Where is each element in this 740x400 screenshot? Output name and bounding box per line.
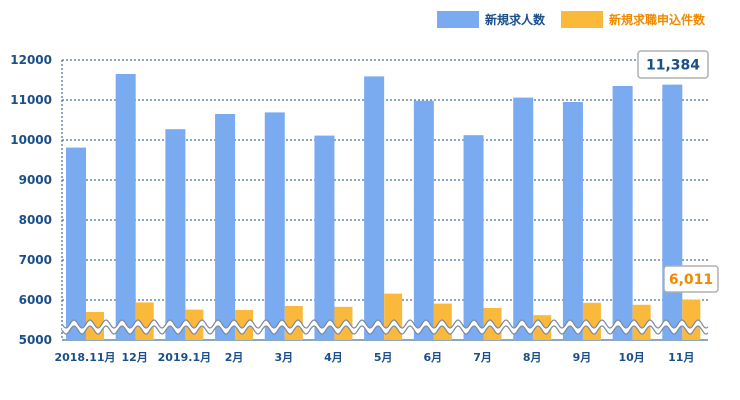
bar-new-job-openings bbox=[165, 129, 186, 340]
x-tick-label: 4月 bbox=[324, 351, 343, 364]
callout-value: 11,384 bbox=[646, 58, 700, 74]
x-tick-label: 12月 bbox=[122, 351, 148, 364]
y-tick-label: 12000 bbox=[10, 53, 52, 67]
y-tick-label: 6000 bbox=[19, 293, 52, 307]
bar-new-job-openings bbox=[612, 86, 633, 340]
y-tick-label: 9000 bbox=[19, 173, 52, 187]
y-tick-label: 7000 bbox=[19, 253, 52, 267]
x-tick-label: 8月 bbox=[523, 351, 542, 364]
x-tick-label: 6月 bbox=[424, 351, 443, 364]
x-tick-label: 2019.1月 bbox=[158, 351, 211, 364]
y-axis-labels: 5000 6000 7000 8000 9000 10000 11000 12000 bbox=[10, 53, 52, 347]
x-axis-labels: 2018.11月 12月 2019.1月 2月 3月 4月 5月 6月 7月 8月 9月 10月 11月 bbox=[54, 351, 694, 364]
callout-box bbox=[637, 50, 709, 79]
bar-new-job-openings bbox=[215, 114, 236, 340]
legend-swatch bbox=[561, 11, 603, 28]
callout-value: 6,011 bbox=[669, 272, 713, 288]
x-tick-label: 2018.11月 bbox=[54, 351, 115, 364]
bar-new-job-openings bbox=[662, 84, 683, 340]
break-line-top bbox=[61, 319, 709, 329]
bars bbox=[66, 74, 701, 341]
y-tick-label: 11000 bbox=[10, 93, 52, 107]
bar-new-job-openings bbox=[513, 97, 534, 340]
x-tick-label: 5月 bbox=[374, 351, 393, 364]
bar-new-job-openings bbox=[463, 135, 484, 340]
bar-new-job-openings bbox=[115, 74, 136, 340]
axis-break bbox=[61, 319, 709, 335]
bar-new-job-openings bbox=[314, 135, 335, 340]
callout-box bbox=[663, 265, 719, 293]
x-tick-label: 10月 bbox=[618, 351, 644, 364]
legend-label: 新規求人数 bbox=[485, 12, 546, 27]
x-tick-label: 9月 bbox=[573, 351, 592, 364]
bar-new-job-openings bbox=[66, 147, 86, 340]
bar-new-applications bbox=[185, 309, 204, 340]
legend: 新規求人数 新規求職申込件数 bbox=[437, 11, 706, 28]
x-tick-label: 3月 bbox=[274, 351, 293, 364]
x-tick-label: 7月 bbox=[473, 351, 492, 364]
x-tick-label: 11月 bbox=[668, 351, 694, 364]
bar-new-job-openings bbox=[562, 102, 583, 340]
y-tick-label: 8000 bbox=[19, 213, 52, 227]
y-tick-label: 10000 bbox=[10, 133, 52, 147]
bar-new-job-openings bbox=[264, 112, 285, 341]
bar-new-job-openings bbox=[413, 100, 434, 340]
bar-new-job-openings bbox=[364, 76, 385, 341]
value-callouts: 11,384 6,011 bbox=[637, 50, 719, 293]
legend-label: 新規求職申込件数 bbox=[609, 12, 706, 27]
legend-swatch bbox=[437, 11, 479, 28]
break-line-bottom bbox=[61, 325, 709, 335]
break-band bbox=[62, 320, 708, 334]
y-tick-label: 5000 bbox=[19, 333, 52, 347]
x-tick-label: 2月 bbox=[225, 351, 244, 364]
bar-new-applications bbox=[632, 304, 651, 340]
